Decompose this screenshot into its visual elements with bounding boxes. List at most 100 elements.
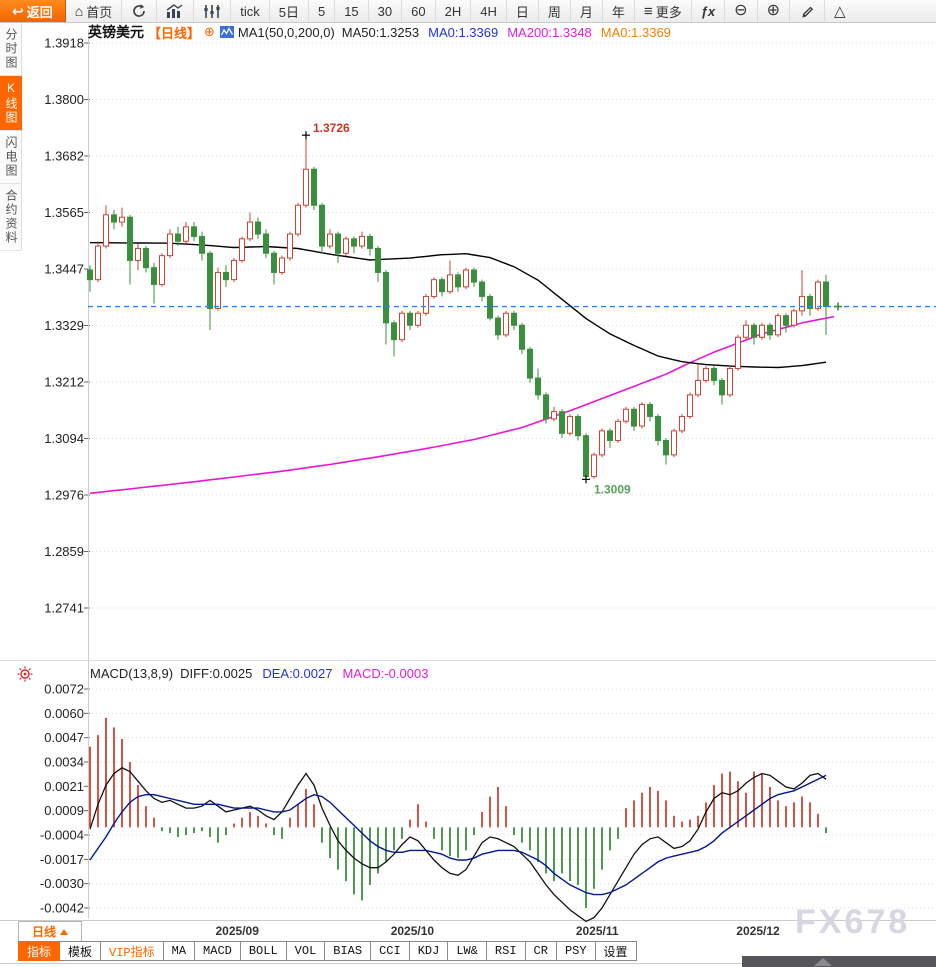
zoom-out-button[interactable]: ⊖ — [725, 0, 758, 22]
top-toolbar: ↩ 返回 ⌂ 首页 — [0, 0, 936, 23]
draw-pencil-button[interactable] — [790, 0, 825, 22]
tab-psy[interactable]: PSY — [556, 941, 596, 961]
mini-chart-icon[interactable] — [219, 26, 234, 38]
tab-kdj[interactable]: KDJ — [409, 941, 449, 961]
tab-template[interactable]: 模板 — [60, 941, 102, 961]
tab-ma[interactable]: MA — [163, 941, 196, 961]
indicator-settings-icon[interactable] — [17, 666, 33, 682]
shapes-button[interactable]: △ — [825, 0, 848, 22]
macd-diff-value: DIFF:0.0025 — [180, 666, 253, 681]
left-sidebar: 分时图 K线图 闪电图 合约资料 — [0, 23, 22, 251]
dropdown-arrow-icon — [60, 928, 68, 935]
macd-header: MACD(13,8,9) DIFF:0.0025 DEA:0.0027 MACD… — [90, 666, 428, 681]
scroll-up-arrow-icon — [814, 958, 832, 966]
svg-text:0.0060: 0.0060 — [44, 706, 84, 721]
back-button[interactable]: ↩ 返回 — [0, 0, 66, 22]
current-price-marker — [834, 302, 842, 311]
period-month-button[interactable]: 月 — [571, 0, 603, 22]
ma50-value: MA50:1.3253 — [341, 24, 420, 40]
svg-text:-0.0004: -0.0004 — [40, 828, 84, 843]
period-60min-button[interactable]: 60 — [402, 0, 436, 22]
refresh-icon — [133, 4, 146, 17]
triangle-icon: △ — [833, 2, 846, 20]
pencil-icon — [802, 6, 814, 18]
low-annotation: 1.3009 — [582, 475, 631, 496]
svg-text:1.2976: 1.2976 — [44, 488, 84, 503]
macd-dea-value: DEA:0.0027 — [262, 666, 333, 681]
svg-text:0.0009: 0.0009 — [44, 803, 84, 818]
symbol-name: 英镑美元 — [88, 24, 144, 40]
svg-text:1.3565: 1.3565 — [44, 205, 84, 220]
sidebar-item-kline-chart[interactable]: K线图 — [0, 76, 22, 131]
tab-boll[interactable]: BOLL — [240, 941, 287, 961]
period-selector-label: 日线 — [31, 925, 56, 939]
tab-rsi[interactable]: RSI — [486, 941, 526, 961]
tab-indicator[interactable]: 指标 — [18, 941, 61, 961]
period-30min-button[interactable]: 30 — [369, 0, 403, 22]
more-button[interactable]: ≡ 更多 — [635, 0, 692, 22]
period-5min-button[interactable]: 5 — [309, 0, 336, 22]
macd-macd-value: MACD:-0.0003 — [342, 666, 429, 681]
high-annotation: 1.3726 — [302, 121, 350, 140]
tab-settings[interactable]: 设置 — [595, 941, 637, 961]
tab-cci[interactable]: CCI — [371, 941, 410, 961]
ma200-value: MA200:1.3348 — [507, 24, 592, 40]
svg-text:1.3212: 1.3212 — [44, 375, 84, 390]
formula-button[interactable]: ƒx — [692, 0, 726, 22]
period-week-button[interactable]: 周 — [539, 0, 571, 22]
period-year-button[interactable]: 年 — [603, 0, 635, 22]
tab-lwr[interactable]: LW& — [448, 941, 487, 961]
period-selector-dropdown[interactable]: 日线 — [18, 921, 82, 942]
back-arrow-icon: ↩ — [12, 3, 24, 19]
panel-frame — [0, 30, 936, 964]
svg-text:-0.0042: -0.0042 — [40, 901, 84, 916]
ma200-line — [89, 315, 835, 495]
period-4h-button[interactable]: 4H — [471, 0, 507, 22]
horizontal-scrollbar[interactable] — [742, 956, 936, 967]
home-button[interactable]: ⌂ 首页 — [66, 0, 123, 22]
refresh-button[interactable] — [122, 0, 158, 22]
svg-text:-0.0017: -0.0017 — [40, 852, 84, 867]
zoom-out-icon: ⊖ — [734, 2, 748, 19]
period-2h-button[interactable]: 2H — [436, 0, 472, 22]
svg-text:2025/11: 2025/11 — [576, 924, 619, 938]
price-axis-labels: 1.3918 1.3800 1.3682 1.3565 1.3447 1.3329 1.32… — [44, 36, 84, 616]
svg-text:0.0047: 0.0047 — [44, 730, 84, 745]
svg-text:1.3329: 1.3329 — [44, 318, 84, 333]
svg-text:2025/12: 2025/12 — [736, 924, 780, 938]
sidebar-item-time-chart[interactable]: 分时图 — [0, 23, 22, 76]
candle-mode-button[interactable] — [194, 0, 232, 22]
sidebar-item-contract-info[interactable]: 合约资料 — [0, 184, 22, 251]
price-grid — [84, 42, 936, 609]
period-15min-button[interactable]: 15 — [335, 0, 369, 22]
macd-axis-labels: 0.0072 0.0060 0.0047 0.0034 0.0021 0.0009 -0.0… — [40, 682, 84, 916]
tab-vol[interactable]: VOL — [286, 941, 326, 961]
candles — [87, 135, 829, 480]
tab-cr[interactable]: CR — [525, 941, 557, 961]
period-tag: 【日线】 — [148, 25, 201, 41]
svg-text:1.3094: 1.3094 — [44, 431, 84, 446]
bar-chart-mode-button[interactable] — [157, 0, 195, 22]
add-indicator-icon[interactable]: ⊕ — [204, 24, 215, 39]
tab-bias[interactable]: BIAS — [325, 941, 372, 961]
diff-line — [89, 767, 827, 923]
svg-text:1.3682: 1.3682 — [44, 149, 84, 164]
svg-text:1.3918: 1.3918 — [44, 36, 84, 51]
period-day-button[interactable]: 日 — [507, 0, 539, 22]
svg-text:1.3726: 1.3726 — [313, 121, 350, 135]
tab-macd[interactable]: MACD — [195, 941, 241, 961]
svg-text:2025/10: 2025/10 — [391, 924, 435, 938]
candlestick-icon — [204, 4, 220, 18]
sidebar-item-flash-chart[interactable]: 闪电图 — [0, 131, 22, 184]
tab-vip-indicator[interactable]: VIP指标 — [101, 941, 164, 961]
watermark: FX678 — [795, 903, 911, 941]
bar-chart-icon — [166, 3, 183, 18]
svg-text:0.0034: 0.0034 — [44, 755, 84, 770]
macd-histogram — [89, 717, 827, 908]
period-5day-button[interactable]: 5日 — [270, 0, 309, 22]
period-tick-button[interactable]: tick — [231, 0, 270, 22]
zoom-in-icon: ⊕ — [766, 2, 780, 19]
zoom-in-button[interactable]: ⊕ — [758, 0, 790, 22]
